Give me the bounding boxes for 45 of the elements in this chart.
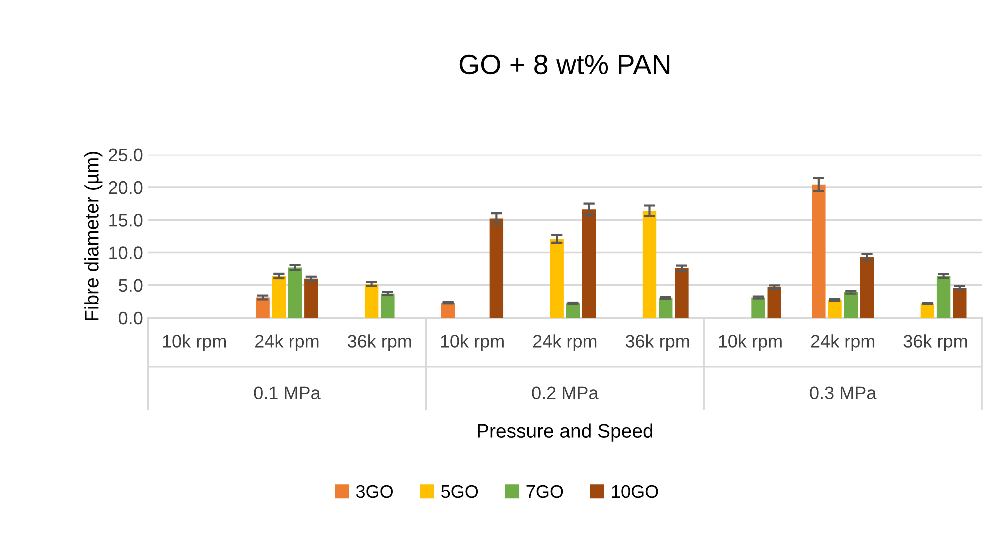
x-tick-label: 36k rpm <box>904 334 968 352</box>
bar <box>304 278 318 318</box>
bar <box>659 298 673 318</box>
x-tick-label: 10k rpm <box>441 334 504 352</box>
bar <box>288 268 302 318</box>
x-axis-title: Pressure and Speed <box>478 424 653 442</box>
bar <box>953 288 967 318</box>
legend-label: 7GO <box>526 485 564 498</box>
y-tick-label: 5.0 <box>119 279 143 292</box>
legend-label: 3GO <box>356 485 394 498</box>
x-tick-label: 36k rpm <box>348 334 412 352</box>
bar <box>442 302 456 318</box>
x-tick-label: 10k rpm <box>163 334 226 352</box>
text: 0.1 MPa <box>254 386 321 400</box>
x-tick-label: 24k rpm <box>256 334 319 352</box>
text: 0.3 MPa <box>810 386 877 400</box>
bar <box>828 300 842 318</box>
y-tick-label: 0.0 <box>119 312 143 325</box>
y-axis-title: Fibre diameter (µm) <box>84 152 103 320</box>
y-tick-label: 15.0 <box>110 214 143 227</box>
x-tick-label: 10k rpm <box>719 334 782 352</box>
y-tick-label: 25.0 <box>109 148 143 162</box>
bar <box>752 298 766 318</box>
bar <box>272 276 286 318</box>
bar <box>381 294 395 318</box>
chart-title: GO + 8 wt% PAN <box>460 54 670 75</box>
y-tick-label: 20.0 <box>109 181 143 194</box>
bar <box>936 276 951 318</box>
bar <box>642 210 657 318</box>
x-tick-label: 24k rpm <box>811 334 875 352</box>
bar <box>675 268 689 318</box>
bar <box>844 292 858 318</box>
bar <box>812 184 826 318</box>
y-tick-label: 10.0 <box>110 246 143 260</box>
bar <box>550 239 564 318</box>
x-tick-label: 24k rpm <box>533 334 597 352</box>
bar <box>860 257 874 318</box>
bar <box>490 218 504 318</box>
bar <box>768 287 782 318</box>
text: 0.2 MPa <box>532 386 599 400</box>
bar <box>582 210 596 318</box>
legend-label: 10GO <box>612 485 658 498</box>
x-tick-label: 36k rpm <box>626 334 690 352</box>
bar <box>364 284 379 318</box>
legend-label: 5GO <box>442 485 478 498</box>
